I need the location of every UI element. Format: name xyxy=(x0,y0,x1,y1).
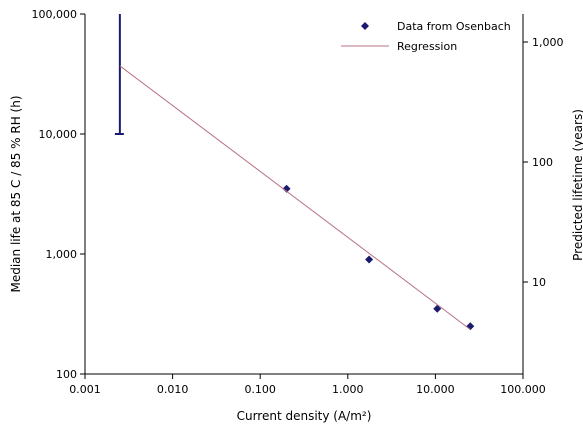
y-axis-title: Median life at 85 C / 85 % RH (h) xyxy=(9,95,23,292)
y2-tick-label: 100 xyxy=(532,156,553,169)
legend-label-scatter: Data from Osenbach xyxy=(397,20,511,33)
x-tick-label: 1.000 xyxy=(332,383,364,396)
data-point xyxy=(433,304,442,313)
legend-label-line: Regression xyxy=(397,40,457,53)
legend-marker-scatter xyxy=(361,22,369,30)
x-tick-label: 10.000 xyxy=(416,383,455,396)
y2-axis-title: Predicted lifetime (years) xyxy=(571,109,583,261)
regression-line xyxy=(119,65,471,330)
y-tick-label: 100,000 xyxy=(32,8,78,21)
x-axis-title: Current density (A/m²) xyxy=(237,409,372,423)
y2-tick-label: 1,000 xyxy=(532,36,564,49)
legend: Data from Osenbach Regression xyxy=(341,20,511,53)
data-point xyxy=(365,255,374,264)
data-point xyxy=(282,184,291,193)
axes: 0.001 0.010 0.100 1.000 10.000 100.000 100 1,00… xyxy=(32,8,564,396)
y-tick-label: 10,000 xyxy=(39,128,78,141)
x-tick-label: 0.010 xyxy=(157,383,189,396)
y-tick-label: 1,000 xyxy=(46,248,78,261)
x-tick-label: 0.001 xyxy=(69,383,101,396)
y2-tick-label: 10 xyxy=(532,276,546,289)
x-tick-label: 100.000 xyxy=(500,383,546,396)
x-tick-label: 0.100 xyxy=(244,383,276,396)
chart-marks xyxy=(114,14,475,331)
y-tick-label: 100 xyxy=(56,368,77,381)
